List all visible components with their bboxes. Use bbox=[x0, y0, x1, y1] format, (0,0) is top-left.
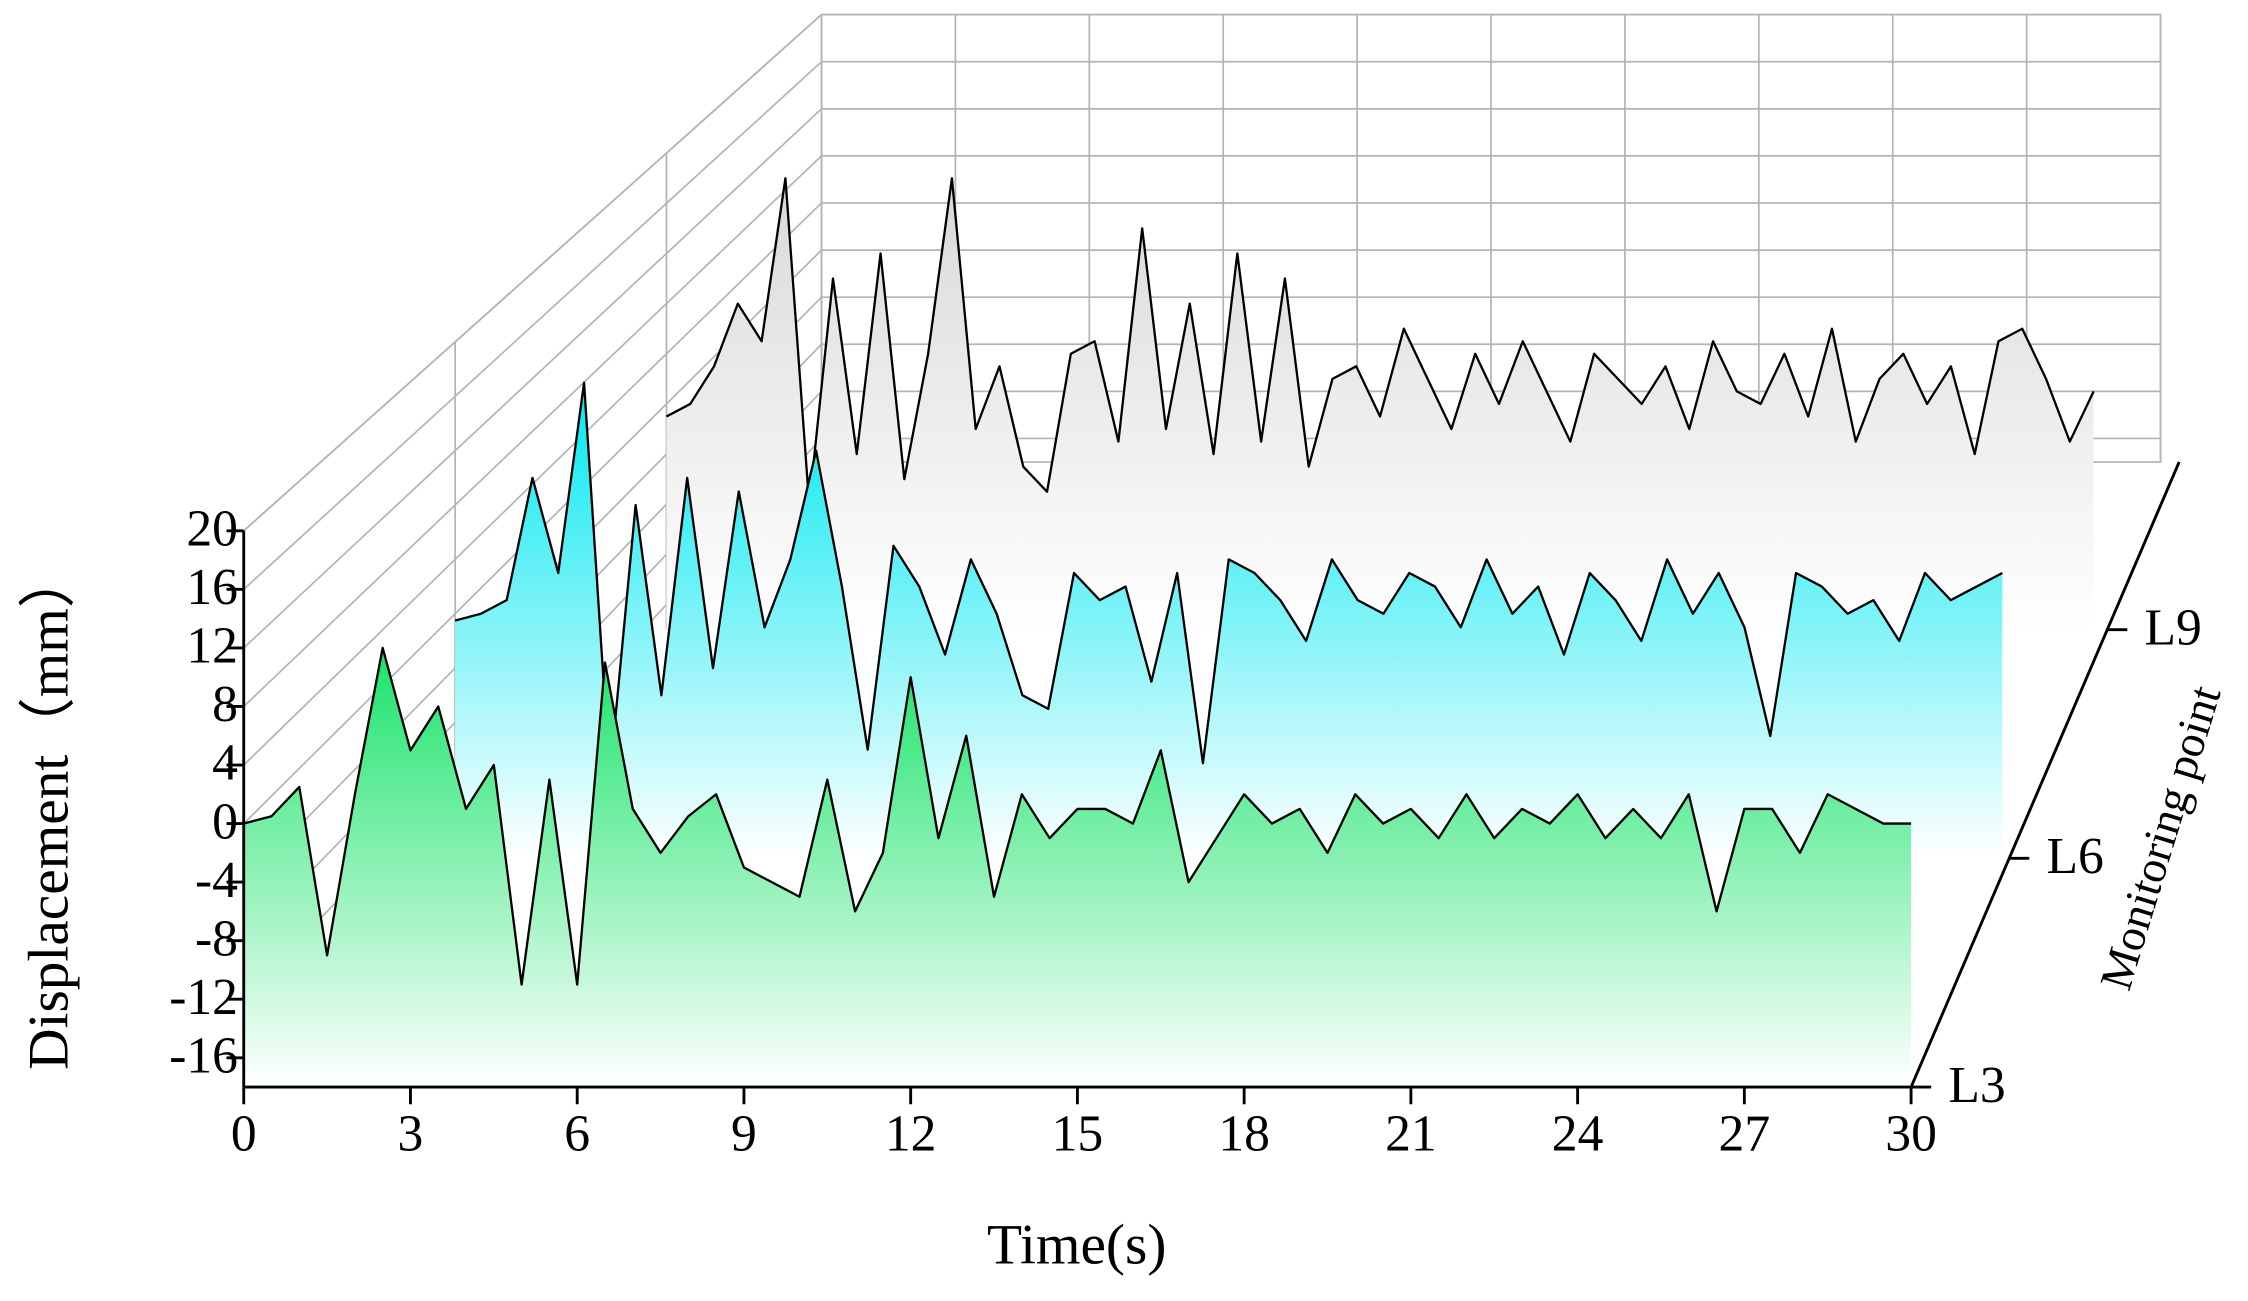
x-tick-label: 15 bbox=[1052, 1106, 1104, 1163]
series-line bbox=[665, 177, 2095, 506]
y-tick-label: -16 bbox=[169, 1027, 238, 1084]
grid-line bbox=[243, 155, 823, 708]
y-tick-label: -8 bbox=[195, 910, 238, 967]
grid-line bbox=[243, 108, 823, 649]
series-line bbox=[243, 646, 1912, 986]
y-tick-label: 0 bbox=[212, 793, 238, 850]
series-line bbox=[454, 381, 2003, 778]
x-tick-label: 24 bbox=[1552, 1106, 1604, 1163]
z-tick-label: L3 bbox=[1948, 1057, 2005, 1114]
x-tick-label: 9 bbox=[731, 1106, 757, 1163]
y-tick-label: 12 bbox=[186, 618, 238, 675]
y-tick-label: 4 bbox=[212, 735, 238, 792]
y-tick-label: -4 bbox=[195, 852, 238, 909]
x-tick-label: 12 bbox=[885, 1106, 937, 1163]
grid-line bbox=[243, 61, 823, 590]
x-axis-title: Time(s) bbox=[987, 1214, 1166, 1277]
plot-area bbox=[243, 177, 2095, 1088]
axes: 0 3 6 9 12 15 18 21 24 27 30-16-12-8-4048121620L3L… bbox=[169, 461, 2202, 1163]
y-tick-label: 20 bbox=[186, 500, 238, 557]
x-tick-label: 27 bbox=[1719, 1106, 1771, 1163]
y-tick-label: -12 bbox=[169, 969, 238, 1026]
z-tick-label: L6 bbox=[2046, 828, 2103, 885]
x-tick-label: 3 bbox=[398, 1106, 424, 1163]
z-axis-title: Monitoring point bbox=[2090, 679, 2231, 995]
y-tick-label: 8 bbox=[212, 676, 238, 733]
series-area bbox=[243, 647, 1912, 1088]
z-axis-line bbox=[1909, 461, 2181, 1088]
x-tick-label: 0 bbox=[231, 1106, 257, 1163]
side-wall-edge bbox=[243, 14, 823, 532]
y-axis-title: Displacement（mm） bbox=[18, 551, 81, 1070]
series-area bbox=[666, 178, 2094, 630]
x-tick-label: 6 bbox=[564, 1106, 590, 1163]
x-tick-label: 21 bbox=[1385, 1106, 1437, 1163]
series-area bbox=[455, 382, 2003, 859]
y-tick-label: 16 bbox=[186, 559, 238, 616]
x-tick-label: 30 bbox=[1885, 1106, 1937, 1163]
x-tick-label: 18 bbox=[1218, 1106, 1270, 1163]
z-tick-label: L9 bbox=[2145, 599, 2202, 656]
